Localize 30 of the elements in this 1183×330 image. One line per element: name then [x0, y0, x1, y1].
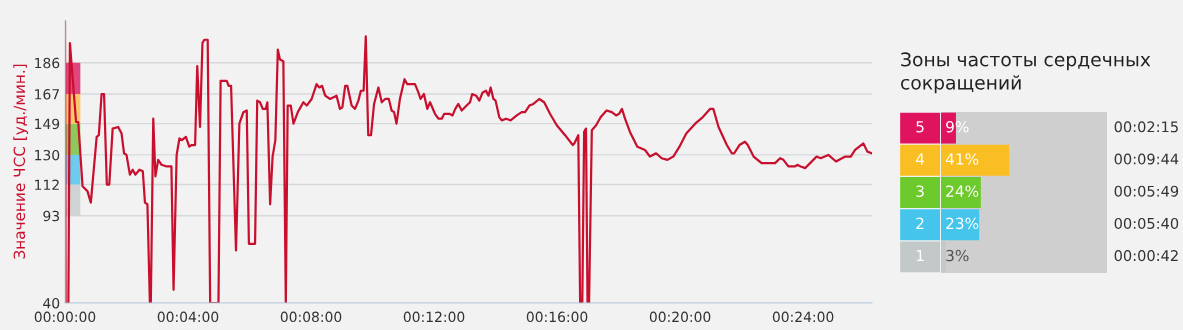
y-tick-label: 112: [35, 179, 59, 190]
text: 00:05:49: [1114, 185, 1179, 197]
x-tick-label: 00:04:00: [157, 311, 219, 323]
text: 00:05:40: [1114, 217, 1179, 229]
x-tick-label: 00:20:00: [649, 311, 711, 323]
text: 00:02:15: [1114, 121, 1178, 133]
chart-title: Зоны частоты сердечных сокращений: [901, 52, 1151, 94]
x-tick-label: 00:00:00: [34, 311, 96, 323]
y-tick-label: 5: [916, 121, 924, 133]
x-tick-label: 00:08:00: [280, 311, 342, 323]
data-label: 3%: [946, 249, 969, 262]
x-tick-label: 00:12:00: [403, 311, 465, 323]
y-tick-label: 4: [915, 153, 925, 165]
y-tick-label: 40: [43, 297, 60, 309]
x-tick-label: 00:16:00: [526, 311, 588, 323]
y-tick-label: 186: [35, 57, 60, 69]
text: 00:00:42: [1114, 250, 1178, 262]
data-label: 23%: [946, 217, 979, 230]
y-tick-label: 93: [43, 210, 60, 222]
y-tick-label: 2: [916, 217, 924, 229]
text: 00:09:44: [1114, 153, 1179, 165]
y-axis-title: Значение ЧСС [уд./мин.]: [13, 64, 29, 259]
y-tick-label: 149: [35, 118, 60, 130]
y-tick-label: 1: [916, 249, 924, 262]
y-tick-label: 130: [35, 149, 60, 161]
y-tick-label: 167: [35, 89, 59, 100]
y-tick-label: 3: [916, 185, 924, 197]
data-label: 41%: [945, 153, 979, 165]
data-label: 24%: [946, 185, 979, 197]
x-tick-label: 00:24:00: [772, 311, 834, 323]
